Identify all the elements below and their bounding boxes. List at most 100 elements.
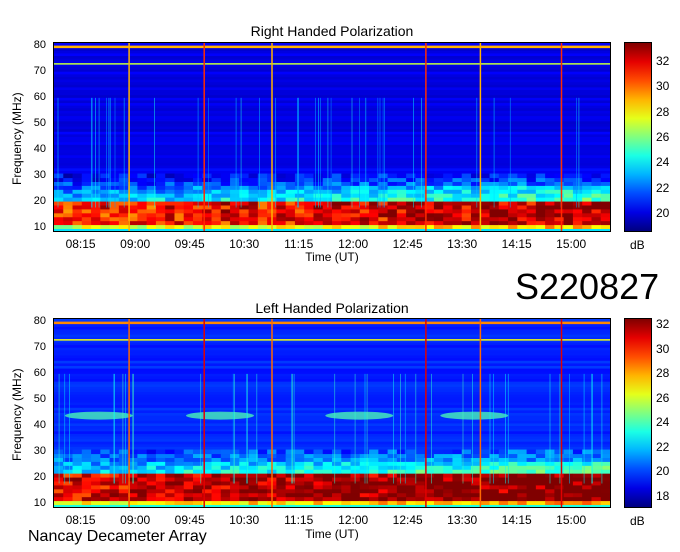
spectrogram-cell (582, 473, 593, 478)
spectrogram-cell (415, 177, 426, 182)
spectrogram-cell (545, 496, 555, 502)
spectrogram-cell (118, 469, 129, 474)
spectrogram-cell (174, 473, 185, 478)
spectrogram-cell (350, 185, 361, 190)
spectrogram-cell (489, 461, 500, 466)
spectrogram-cell (72, 197, 83, 202)
spectrogram-cell (322, 496, 333, 502)
spectrogram-cell (146, 476, 157, 482)
spectrogram-cell (146, 220, 157, 226)
spectrogram-cell (471, 465, 481, 470)
spectrogram-cell (100, 177, 111, 182)
spectrogram-cell (406, 461, 416, 466)
spectrogram-cell (480, 177, 491, 182)
spectrogram-cell (248, 220, 259, 226)
spectrogram-cell (202, 173, 213, 179)
spectrogram-cell (443, 224, 454, 229)
spectrogram-cell (276, 212, 287, 218)
spectrogram-cell (572, 197, 583, 202)
spectrogram-cell (137, 488, 148, 494)
spectrogram-cell (461, 189, 472, 194)
spectrogram-cell (582, 212, 593, 218)
spectrogram-cell (118, 484, 129, 490)
spectrogram-cell (563, 449, 574, 455)
spectrogram-band (54, 428, 610, 432)
spectrogram-cell (443, 488, 454, 494)
spectrogram-cell (230, 492, 240, 498)
spectrogram-cell (535, 177, 546, 182)
spectrogram-cell (304, 185, 315, 190)
spectrogram-cell (545, 208, 555, 214)
spectrogram-cell (572, 461, 583, 466)
spectrogram-cell (285, 193, 296, 198)
spectrogram-band (54, 110, 610, 114)
spectrogram-cell (572, 177, 583, 182)
spectrogram-cell (276, 197, 287, 202)
spectrogram-cell (591, 461, 602, 466)
spectrogram-cell (128, 216, 138, 222)
spectrogram-cell (72, 476, 83, 482)
spectrogram-cell (600, 212, 610, 218)
spectrogram-cell (517, 453, 528, 458)
colorbar-tick-label: 22 (656, 439, 670, 454)
spectrogram-cell (304, 200, 315, 206)
spectrogram-cell (146, 457, 157, 462)
spectrogram-cell (155, 469, 166, 474)
spectrogram-cell (230, 488, 240, 494)
x-tick-label: 15:00 (556, 237, 587, 251)
panel1-colorbar-unit: dB (630, 238, 645, 252)
spectrogram-cell (313, 476, 324, 482)
spectrogram-band (54, 137, 610, 141)
spectrogram-cell (193, 453, 203, 458)
spectrogram-cell (211, 212, 222, 218)
spectrogram-cell (378, 469, 389, 474)
spectrogram-cell (54, 212, 64, 218)
spectrogram-cell (535, 500, 546, 505)
spectrogram-cell (461, 193, 472, 198)
spectrogram-cell (202, 216, 213, 222)
spectrogram-cell (359, 193, 370, 198)
spectrogram-cell (591, 177, 602, 182)
spectrogram-cell (257, 173, 268, 179)
spectrogram-cell (118, 492, 129, 498)
spectrogram-cell (591, 197, 602, 202)
spectrogram-cell (406, 216, 416, 222)
spectrogram-cell (480, 204, 491, 210)
spectrogram-band (54, 43, 610, 47)
spectrogram-cell (174, 208, 185, 214)
spectrogram-cell (387, 461, 398, 466)
spectrogram-cell (415, 453, 426, 458)
spectrogram-cell (63, 208, 74, 214)
spectrogram-cell (526, 484, 537, 490)
spectrogram-band (54, 100, 610, 104)
spectrogram-cell (91, 488, 101, 494)
spectrogram-cell (443, 212, 454, 218)
spectrogram-cell (285, 173, 296, 179)
spectrogram-cell (498, 453, 509, 458)
spectrogram-cell (406, 173, 416, 179)
spectrogram-cell (563, 465, 574, 470)
spectrogram-cell (443, 181, 454, 186)
spectrogram-cell (452, 181, 463, 186)
spectrogram-cell (424, 469, 435, 474)
spectrogram-cell (165, 469, 176, 474)
spectrogram-band (54, 126, 610, 130)
spectrogram-cell (433, 181, 444, 186)
spectrogram-cell (498, 208, 509, 214)
spectrogram-cell (155, 492, 166, 498)
spectrogram-cell (63, 496, 74, 502)
spectrogram-cell (341, 500, 352, 505)
spectrogram-cell (369, 484, 379, 490)
spectrogram-cell (304, 173, 315, 179)
spectrogram-cell (554, 453, 565, 458)
spectrogram-cell (471, 197, 481, 202)
spectrogram-cell (202, 500, 213, 505)
spectrogram-cell (304, 476, 315, 482)
spectrogram-cell (165, 453, 176, 458)
spectrogram-cell (396, 465, 407, 470)
spectrogram-cell (387, 197, 398, 202)
spectrogram-cell (498, 461, 509, 466)
spectrogram-band (54, 418, 610, 422)
spectrogram-cell (424, 216, 435, 222)
spectrogram-cell (155, 208, 166, 214)
